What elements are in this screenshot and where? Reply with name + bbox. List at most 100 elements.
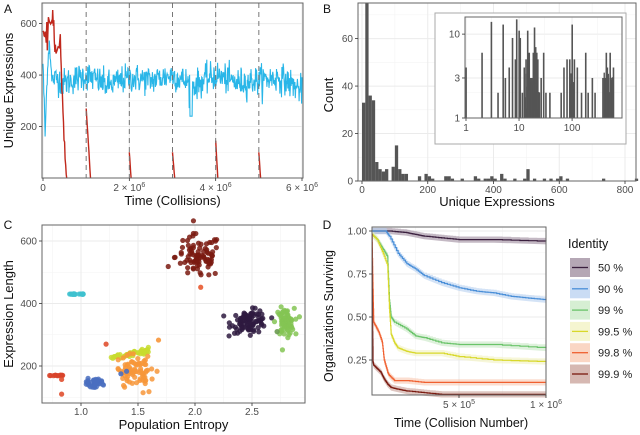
inset-bar: [612, 67, 615, 118]
scatter-point: [285, 335, 291, 341]
bar: [542, 178, 547, 181]
scatter-point: [179, 244, 186, 251]
inset-bar: [587, 92, 589, 118]
inset-panel: 1 3 10 1 10 100: [434, 12, 627, 145]
inset-bar: [497, 92, 499, 118]
inset-bar: [563, 67, 565, 118]
scatter-point: [237, 321, 243, 327]
inset-bar: [594, 92, 596, 118]
scatter-point: [171, 254, 178, 261]
scatter-point: [177, 260, 183, 266]
scatter-point: [234, 326, 240, 332]
scatter-point: [124, 368, 130, 374]
scatter-point: [115, 366, 121, 372]
bar: [483, 178, 487, 181]
scatter-point: [135, 355, 141, 362]
series-line: [371, 233, 546, 383]
inset-y-tick-label: 10: [449, 30, 461, 41]
scatter-point: [269, 315, 275, 321]
inset-bar: [542, 52, 545, 118]
scatter-point: [100, 381, 106, 387]
inset-bar: [523, 67, 526, 118]
bar: [368, 95, 372, 181]
bar: [444, 176, 448, 181]
scatter-point: [247, 332, 253, 338]
scatter-point: [221, 313, 227, 319]
y-tick-label: 400: [20, 71, 37, 82]
scatter-point: [146, 389, 152, 395]
legend-label: 50 %: [598, 263, 623, 275]
scatter-point: [124, 352, 130, 358]
bar: [417, 176, 422, 181]
y-axis-label: Count: [321, 77, 336, 112]
inset-bar: [528, 52, 531, 118]
bar: [601, 178, 606, 181]
scatter-point: [246, 324, 252, 331]
series-line-burst: [85, 108, 92, 179]
bar: [493, 178, 497, 181]
scatter-point: [190, 218, 197, 224]
inset-bar: [591, 77, 594, 118]
y-tick-label: 40: [342, 82, 354, 93]
y-tick-label: 0.50: [348, 313, 368, 324]
inset-bar: [612, 112, 614, 118]
scatter-point: [126, 364, 132, 370]
scatter-point: [186, 234, 193, 240]
panel-a: 200 400 600 0 2 × 106 4 × 106 6 × 106 Time (Col…: [1, 2, 318, 208]
scatter-point: [143, 368, 150, 374]
scatter-point: [198, 241, 204, 247]
inset-bar: [465, 67, 467, 118]
scatter-point: [196, 262, 202, 268]
x-tick-label: 5 × 105: [443, 399, 475, 411]
x-tick-label: 6 × 106: [286, 182, 318, 194]
y-axis-label: Expression Length: [1, 260, 16, 368]
plot-frame: [41, 2, 304, 179]
inset-bar: [534, 47, 537, 118]
inset-x-tick-label: 1: [463, 123, 469, 134]
x-tick-label: 4 × 106: [200, 182, 232, 194]
scatter-point: [286, 322, 292, 328]
legend-item: 99.9 %: [570, 364, 632, 384]
x-tick-label: 800: [617, 185, 634, 196]
inset-bar: [526, 86, 529, 118]
scatter-point: [70, 291, 76, 297]
x-tick-label: 200: [419, 185, 436, 196]
legend-label: 99.9 %: [598, 369, 632, 381]
scatter-point: [93, 379, 99, 385]
scatter-point: [256, 329, 262, 335]
inset-bar: [511, 37, 514, 118]
bar: [385, 169, 389, 181]
y-axis-label: Organizations Surviving: [322, 250, 336, 382]
bar: [477, 178, 481, 181]
scatter-point: [48, 372, 54, 379]
scatter-point: [249, 310, 256, 316]
scatter-point: [92, 383, 98, 389]
bar: [490, 176, 494, 181]
bar: [555, 178, 560, 181]
scatter-point: [205, 264, 211, 270]
inset-bar: [540, 77, 542, 118]
series-line: [372, 230, 547, 301]
panel-label-c: C: [4, 218, 13, 232]
scatter-point: [193, 257, 200, 263]
scatter-point: [184, 257, 190, 263]
scatter-point: [140, 390, 146, 396]
bar: [404, 173, 409, 181]
scatter-point: [233, 312, 239, 319]
inset-bar: [530, 82, 532, 118]
scatter-point: [280, 326, 287, 333]
scatter-point: [274, 329, 280, 335]
bar: [460, 178, 464, 181]
scatter-point: [145, 353, 151, 359]
bar: [447, 176, 451, 181]
scatter-point: [258, 322, 265, 328]
inset-y-tick-label: 3: [454, 73, 460, 84]
legend-label: 99 %: [598, 305, 623, 317]
panel-label-d: D: [323, 218, 332, 232]
y-tick-label: 0: [347, 177, 353, 188]
inset-bar: [538, 92, 540, 118]
inset-bar: [533, 27, 536, 118]
